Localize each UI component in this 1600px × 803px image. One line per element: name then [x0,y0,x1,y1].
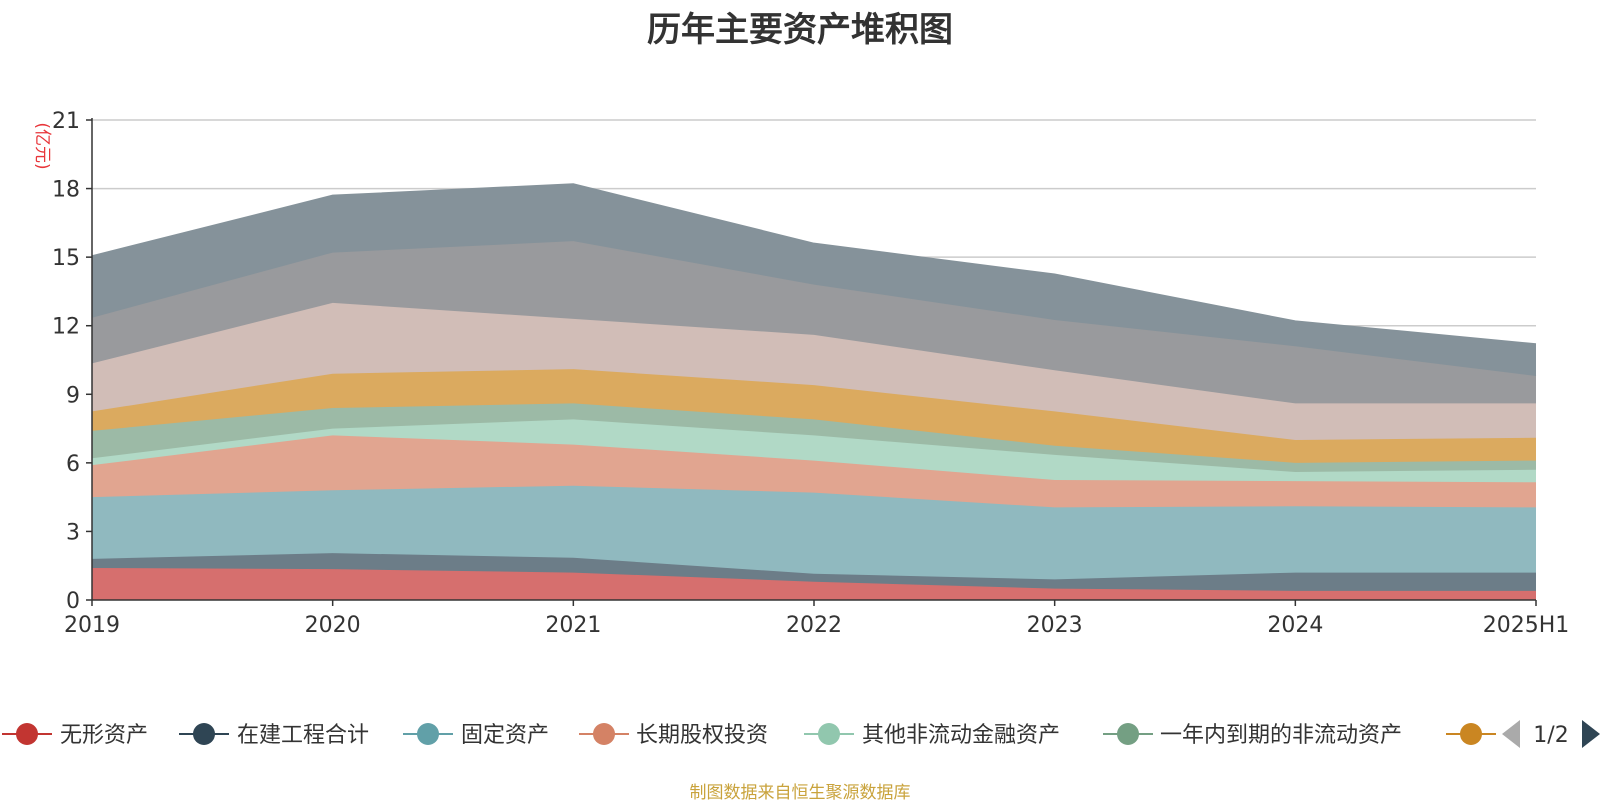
legend-marker [193,723,215,745]
y-tick-label: 3 [66,520,80,545]
area-series-6-line [91,402,1537,464]
y-tick-label: 0 [66,589,80,614]
triangle-right-icon[interactable] [1582,720,1600,748]
legend-label: 无形资产 [60,723,148,748]
x-tick-label: 2022 [786,613,842,638]
y-tick-label: 9 [66,383,80,408]
area-series-8 [92,302,1536,440]
source-note: 制图数据来自恒生聚源数据库 [689,783,911,803]
legend-item[interactable]: 无形资产 [2,723,148,748]
y-tick-label: 18 [52,178,80,203]
legend-label: 一年内到期的非流动资产 [1160,723,1402,748]
x-tick-label: 2021 [545,613,601,638]
legend-marker [593,723,615,745]
legend-item[interactable] [1446,723,1496,745]
legend-marker [16,723,38,745]
legend-marker [1117,723,1139,745]
axes: 0 3 6 9 12 15 18 21 2019 2020 2021 2022 2023 2024 2025… [32,109,1569,638]
area-series-4 [92,435,1536,508]
area-series-1 [92,568,1536,600]
y-tick-label: 21 [52,109,80,134]
area-series-3 [92,485,1536,580]
legend-item[interactable]: 在建工程合计 [179,723,369,748]
x-tick-label: 2023 [1027,613,1083,638]
legend-label: 在建工程合计 [237,723,369,748]
x-tick-label: 2020 [305,613,361,638]
triangle-left-icon[interactable] [1502,720,1520,748]
area-series-2 [92,553,1536,591]
legend-marker [1460,723,1482,745]
area-series-9 [92,241,1536,404]
legend-page-indicator: 1/2 [1533,723,1568,748]
y-tick-label: 15 [52,246,80,271]
y-tick-label: 12 [52,315,80,340]
area-series-5 [92,419,1536,483]
x-tick-label: 2024 [1267,613,1323,638]
x-tick-label: 2019 [64,613,120,638]
y-unit-label: (亿元) [32,122,52,169]
legend-item[interactable]: 固定资产 [403,723,549,748]
area-series-10 [92,184,1536,376]
legend-item[interactable]: 一年内到期的非流动资产 [1103,723,1402,748]
y-tick-label: 6 [66,452,80,477]
legend[interactable]: 无形资产 在建工程合计 固定资产 长期股权投资 其他非流动金融资产 一年内到期的非流动资产… [2,720,1600,748]
area-series-10-line [91,183,1537,345]
chart-title: 历年主要资产堆积图 [647,10,953,50]
x-tick-label: 2025H1 [1483,613,1570,638]
legend-item[interactable]: 长期股权投资 [579,723,768,748]
legend-label: 长期股权投资 [636,723,768,748]
legend-marker [818,723,840,745]
area-series [91,183,1537,600]
legend-item[interactable]: 其他非流动金融资产 [804,723,1060,748]
legend-label: 固定资产 [461,723,549,748]
legend-label: 其他非流动金融资产 [862,723,1060,748]
area-series-7 [92,369,1536,463]
legend-marker [417,723,439,745]
